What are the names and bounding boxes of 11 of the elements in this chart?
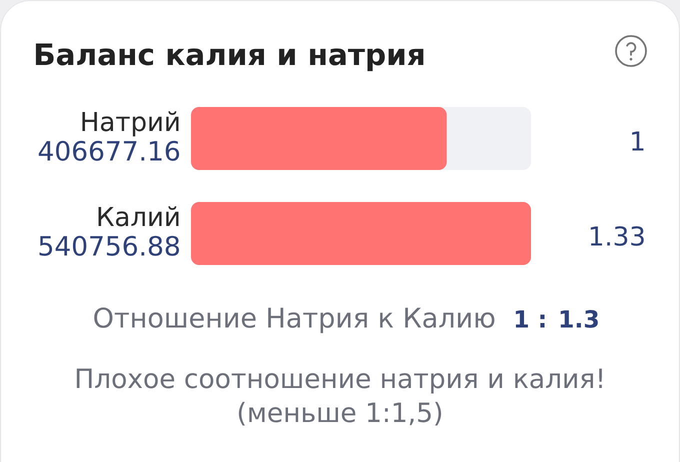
data-label: 406677.16 (38, 140, 180, 161)
text: 1 : 1.3 (516, 310, 598, 328)
y-tick-label: Натрий (82, 111, 178, 136)
chart-title: Баланс калия и натрия (36, 43, 424, 72)
text: 1.33 (590, 226, 644, 246)
text: (меньше 1:1,5) (238, 402, 442, 426)
y-tick-label: Калий (98, 206, 178, 226)
data-label: 540756.88 (40, 236, 179, 256)
text: Отношение Натрия к Калию (94, 307, 494, 334)
text: Плохое соотношение натрия и калия! (76, 368, 602, 394)
text: 1 (632, 132, 644, 150)
